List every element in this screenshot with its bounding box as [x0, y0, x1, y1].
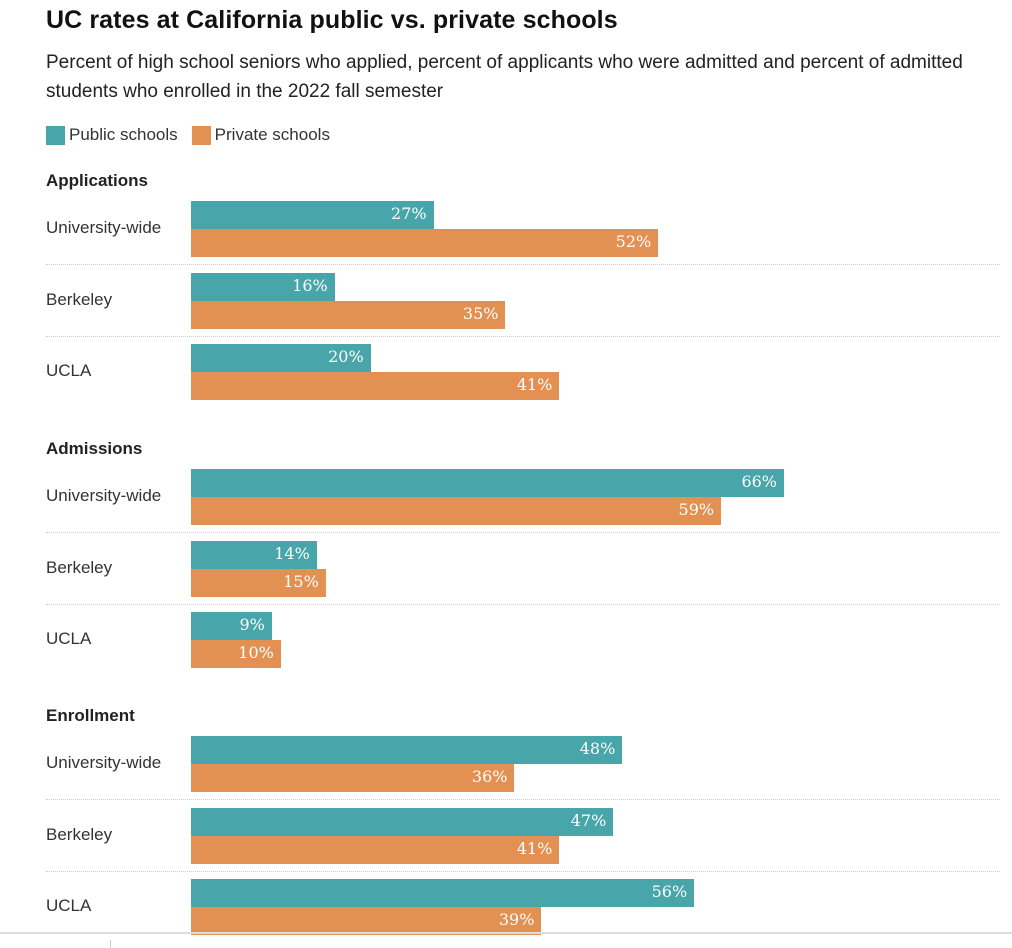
bar-value-label: 52% — [615, 232, 652, 251]
section-title-enrollment: Enrollment — [46, 706, 135, 725]
bar-admissions-ucla-private: 10% — [191, 640, 281, 668]
bar-value-label: 41% — [516, 375, 553, 394]
legend-item-private: Private schools — [191, 125, 330, 145]
bar-value-label: 20% — [328, 347, 364, 366]
bottom-tick — [110, 940, 111, 948]
bar-admissions-berkeley-private: 15% — [191, 568, 326, 597]
bar-enrollment-ucla-private: 39% — [191, 907, 542, 935]
bar-applications-ucla-private: 41% — [191, 372, 560, 400]
row-label-berkeley: Berkeley — [46, 289, 113, 309]
legend-label-private: Private schools — [214, 125, 330, 144]
row-separator — [46, 532, 1000, 533]
row-label-ucla: UCLA — [46, 361, 92, 380]
bar-value-label: 36% — [471, 767, 508, 786]
row-label-university-wide: University-wide — [46, 218, 162, 237]
chart-subtitle: Percent of high school seniors who appli… — [46, 52, 963, 102]
bar-value-label: 10% — [238, 643, 274, 662]
row-label-university-wide: University-wide — [46, 753, 162, 772]
bar-enrollment-berkeley-private: 41% — [191, 835, 560, 864]
bar-value-label: 15% — [283, 571, 319, 591]
bar-applications-berkeley-public: 16% — [191, 272, 335, 301]
bar-applications-ucla-public: 20% — [191, 344, 371, 372]
chart-title: UC rates at California public vs. privat… — [46, 6, 618, 34]
bar-admissions-university-wide-private: 59% — [191, 497, 722, 525]
bar-value-label: 47% — [570, 810, 607, 830]
section-title-applications: Applications — [46, 171, 149, 190]
legend-item-public: Public schools — [46, 125, 178, 145]
bar-value-label: 41% — [516, 838, 553, 858]
bar-admissions-berkeley-public: 14% — [191, 540, 317, 569]
bar-applications-university-wide-public: 27% — [191, 201, 434, 229]
row-label-ucla: UCLA — [46, 629, 92, 648]
bar-value-label: 9% — [239, 615, 265, 634]
bar-value-label: 27% — [391, 204, 427, 223]
row-label-ucla: UCLA — [46, 896, 92, 915]
bar-value-label: 39% — [498, 910, 535, 929]
row-separator — [46, 335, 1000, 337]
row-label-berkeley: Berkeley — [46, 557, 113, 577]
section-title-admissions: Admissions — [46, 439, 143, 458]
row-separator — [46, 264, 1000, 265]
bar-value-label: 48% — [579, 739, 616, 758]
row-label-berkeley: Berkeley — [46, 824, 113, 844]
bar-applications-berkeley-private: 35% — [191, 300, 506, 329]
bottom-divider — [0, 932, 1012, 934]
bar-enrollment-berkeley-public: 47% — [191, 807, 614, 836]
bar-enrollment-university-wide-public: 48% — [191, 736, 623, 764]
legend: Public schools Private schools — [46, 125, 344, 145]
row-separator — [46, 603, 1000, 605]
bar-admissions-university-wide-public: 66% — [191, 469, 784, 497]
row-label-university-wide: University-wide — [46, 486, 162, 505]
row-separator — [46, 870, 1000, 872]
legend-swatch-private — [191, 125, 211, 145]
bar-applications-university-wide-private: 52% — [191, 229, 659, 257]
bar-enrollment-ucla-public: 56% — [191, 879, 695, 907]
bar-admissions-ucla-public: 9% — [191, 612, 272, 640]
bar-enrollment-university-wide-private: 36% — [191, 764, 515, 792]
bar-value-label: 66% — [741, 472, 777, 491]
bar-value-label: 59% — [678, 500, 715, 519]
legend-swatch-public — [46, 125, 65, 145]
row-separator — [46, 799, 1000, 800]
bar-value-label: 16% — [292, 275, 328, 295]
bar-value-label: 14% — [274, 543, 310, 563]
legend-label-public: Public schools — [69, 125, 178, 144]
bar-value-label: 56% — [651, 882, 688, 901]
bar-value-label: 35% — [462, 303, 499, 323]
